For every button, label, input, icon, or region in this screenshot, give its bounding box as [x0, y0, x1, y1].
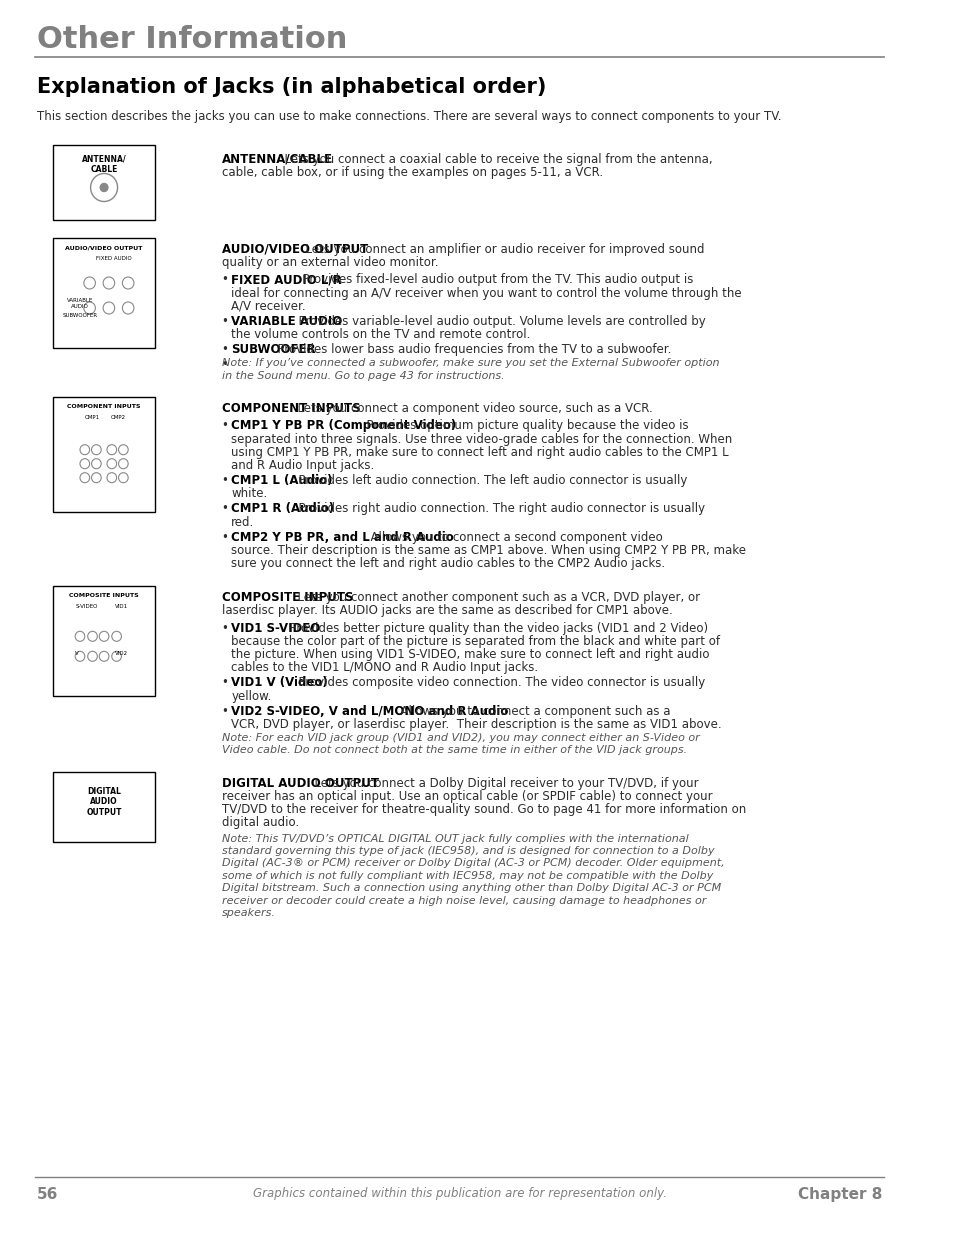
Text: DIGITAL AUDIO OUTPUT: DIGITAL AUDIO OUTPUT	[221, 777, 378, 790]
Text: V: V	[75, 651, 79, 656]
Text: Note: If you’ve connected a subwoofer, make sure you set the External Subwoofer : Note: If you’ve connected a subwoofer, m…	[221, 358, 719, 368]
Text: Provides variable-level audio output. Volume levels are controlled by: Provides variable-level audio output. Vo…	[291, 315, 705, 327]
Text: Provides better picture quality than the video jacks (VID1 and 2 Video): Provides better picture quality than the…	[282, 621, 708, 635]
Bar	[53, 772, 154, 842]
Text: Note: This TV/DVD’s OPTICAL DIGITAL OUT jack fully complies with the internation: Note: This TV/DVD’s OPTICAL DIGITAL OUT …	[221, 834, 688, 844]
Text: ANTENNA/CABLE: ANTENNA/CABLE	[221, 153, 333, 165]
Text: VCR, DVD player, or laserdisc player.  Their description is the same as VID1 abo: VCR, DVD player, or laserdisc player. Th…	[231, 718, 721, 731]
Text: FIXED AUDIO: FIXED AUDIO	[95, 256, 132, 261]
Text: FIXED AUDIO L/R: FIXED AUDIO L/R	[231, 273, 342, 287]
Text: •: •	[221, 343, 229, 356]
Bar	[53, 587, 154, 697]
Text: CMP1: CMP1	[85, 415, 100, 420]
Text: and R Audio Input jacks.: and R Audio Input jacks.	[231, 459, 375, 472]
Text: AUDIO/VIDEO OUTPUT: AUDIO/VIDEO OUTPUT	[66, 245, 143, 249]
Text: COMPONENT INPUTS: COMPONENT INPUTS	[221, 403, 360, 415]
Text: cables to the VID1 L/MONO and R Audio Input jacks.: cables to the VID1 L/MONO and R Audio In…	[231, 661, 537, 674]
Text: A/V receiver.: A/V receiver.	[231, 300, 306, 312]
Text: •: •	[221, 315, 229, 327]
Text: COMPOSITE INPUTS: COMPOSITE INPUTS	[221, 592, 353, 604]
Text: Digital (AC-3® or PCM) receiver or Dolby Digital (AC-3 or PCM) decoder. Older eq: Digital (AC-3® or PCM) receiver or Dolby…	[221, 858, 723, 868]
Text: in the Sound menu. Go to page 43 for instructions.: in the Sound menu. Go to page 43 for ins…	[221, 370, 504, 380]
Text: Note: For each VID jack group (VID1 and VID2), you may connect either an S-Video: Note: For each VID jack group (VID1 and …	[221, 734, 699, 743]
Text: red.: red.	[231, 515, 254, 529]
Text: sure you connect the left and right audio cables to the CMP2 Audio jacks.: sure you connect the left and right audi…	[231, 557, 665, 571]
Text: •: •	[221, 358, 229, 372]
Text: VID1: VID1	[115, 604, 128, 609]
Text: white.: white.	[231, 488, 267, 500]
Text: Lets you connect an amplifier or audio receiver for improved sound: Lets you connect an amplifier or audio r…	[298, 243, 704, 256]
Text: CMP1 Y PB PR (Component Video): CMP1 Y PB PR (Component Video)	[231, 420, 456, 432]
Text: •: •	[221, 474, 229, 487]
Text: AUDIO/VIDEO OUTPUT: AUDIO/VIDEO OUTPUT	[221, 243, 368, 256]
Text: Explanation of Jacks (in alphabetical order): Explanation of Jacks (in alphabetical or…	[36, 77, 545, 98]
Text: SUBWOOFER: SUBWOOFER	[62, 312, 97, 317]
Text: the volume controls on the TV and remote control.: the volume controls on the TV and remote…	[231, 329, 530, 341]
Text: quality or an external video monitor.: quality or an external video monitor.	[221, 256, 437, 269]
Text: •: •	[221, 705, 229, 718]
Text: some of which is not fully compliant with IEC958, may not be compatible with the: some of which is not fully compliant wit…	[221, 871, 712, 881]
Text: the picture. When using VID1 S-VIDEO, make sure to connect left and right audio: the picture. When using VID1 S-VIDEO, ma…	[231, 648, 709, 661]
Text: Allows you to connect a second component video: Allows you to connect a second component…	[363, 531, 662, 543]
Text: VID2 S-VIDEO, V and L/MONO and R Audio: VID2 S-VIDEO, V and L/MONO and R Audio	[231, 705, 508, 718]
Text: •: •	[221, 531, 229, 543]
Text: Provides right audio connection. The right audio connector is usually: Provides right audio connection. The rig…	[291, 503, 704, 515]
Text: Lets you connect a coaxial cable to receive the signal from the antenna,: Lets you connect a coaxial cable to rece…	[276, 153, 712, 165]
Text: Provides optimum picture quality because the video is: Provides optimum picture quality because…	[358, 420, 688, 432]
Text: Lets you connect another component such as a VCR, DVD player, or: Lets you connect another component such …	[290, 592, 700, 604]
Text: Lets you connect a component video source, such as a VCR.: Lets you connect a component video sourc…	[290, 403, 652, 415]
Text: •: •	[221, 273, 229, 287]
Text: TV/DVD to the receiver for theatre-quality sound. Go to page 41 for more informa: TV/DVD to the receiver for theatre-quali…	[221, 803, 745, 816]
Text: 56: 56	[36, 1187, 58, 1202]
Text: S-VIDEO: S-VIDEO	[75, 604, 97, 609]
Text: DIGITAL
AUDIO
OUTPUT: DIGITAL AUDIO OUTPUT	[86, 787, 122, 816]
Text: VARIABLE AUDIO: VARIABLE AUDIO	[231, 315, 342, 327]
Text: CMP2 Y PB PR, and L and R Audio: CMP2 Y PB PR, and L and R Audio	[231, 531, 454, 543]
Text: using CMP1 Y PB PR, make sure to connect left and right audio cables to the CMP1: using CMP1 Y PB PR, make sure to connect…	[231, 446, 728, 458]
Bar	[53, 238, 154, 348]
Text: digital audio.: digital audio.	[221, 816, 298, 830]
Text: COMPOSITE INPUTS: COMPOSITE INPUTS	[70, 593, 139, 598]
Text: Provides composite video connection. The video connector is usually: Provides composite video connection. The…	[291, 677, 704, 689]
Text: ANTENNA/
CABLE: ANTENNA/ CABLE	[82, 156, 126, 174]
Text: VID2: VID2	[115, 651, 128, 656]
Text: •: •	[221, 503, 229, 515]
Text: Other Information: Other Information	[36, 25, 347, 54]
Text: SUBWOOFER: SUBWOOFER	[231, 343, 315, 356]
Text: CMP1 L (Audio): CMP1 L (Audio)	[231, 474, 333, 487]
Text: Provides lower bass audio frequencies from the TV to a subwoofer.: Provides lower bass audio frequencies fr…	[270, 343, 670, 356]
Text: Video cable. Do not connect both at the same time in either of the VID jack grou: Video cable. Do not connect both at the …	[221, 746, 686, 756]
Text: because the color part of the picture is separated from the black and white part: because the color part of the picture is…	[231, 635, 720, 648]
Text: separated into three signals. Use three video-grade cables for the connection. W: separated into three signals. Use three …	[231, 432, 732, 446]
Text: VID1 V (Video): VID1 V (Video)	[231, 677, 328, 689]
Text: COMPONENT INPUTS: COMPONENT INPUTS	[68, 404, 141, 409]
Text: •: •	[221, 621, 229, 635]
Text: Allows you to connect a component such as a: Allows you to connect a component such a…	[393, 705, 670, 718]
Text: Lets you connect a Dolby Digital receiver to your TV/DVD, if your: Lets you connect a Dolby Digital receive…	[307, 777, 698, 790]
Text: receiver or decoder could create a high noise level, causing damage to headphone: receiver or decoder could create a high …	[221, 895, 705, 905]
Circle shape	[100, 184, 108, 191]
Text: laserdisc player. Its AUDIO jacks are the same as described for CMP1 above.: laserdisc player. Its AUDIO jacks are th…	[221, 604, 672, 618]
Text: This section describes the jacks you can use to make connections. There are seve: This section describes the jacks you can…	[36, 110, 781, 124]
Text: cable, cable box, or if using the examples on pages 5-11, a VCR.: cable, cable box, or if using the exampl…	[221, 167, 602, 179]
Bar	[53, 398, 154, 513]
Text: speakers.: speakers.	[221, 908, 275, 918]
Text: source. Their description is the same as CMP1 above. When using CMP2 Y PB PR, ma: source. Their description is the same as…	[231, 543, 745, 557]
Text: yellow.: yellow.	[231, 689, 272, 703]
Text: VID1 S-VIDEO: VID1 S-VIDEO	[231, 621, 320, 635]
Text: CMP2: CMP2	[111, 415, 126, 420]
Bar	[53, 144, 154, 220]
Text: Provides left audio connection. The left audio connector is usually: Provides left audio connection. The left…	[291, 474, 686, 487]
Text: Graphics contained within this publication are for representation only.: Graphics contained within this publicati…	[253, 1187, 666, 1200]
Text: •: •	[221, 677, 229, 689]
Text: Provides fixed-level audio output from the TV. This audio output is: Provides fixed-level audio output from t…	[294, 273, 693, 287]
Text: Digital bitstream. Such a connection using anything other than Dolby Digital AC-: Digital bitstream. Such a connection usi…	[221, 883, 720, 893]
Text: •: •	[221, 420, 229, 432]
Text: VARIABLE
AUDIO: VARIABLE AUDIO	[67, 298, 93, 309]
Text: receiver has an optical input. Use an optical cable (or SPDIF cable) to connect : receiver has an optical input. Use an op…	[221, 790, 712, 803]
Text: Chapter 8: Chapter 8	[798, 1187, 882, 1202]
Text: CMP1 R (Audio): CMP1 R (Audio)	[231, 503, 335, 515]
Text: ideal for connecting an A/V receiver when you want to control the volume through: ideal for connecting an A/V receiver whe…	[231, 287, 741, 300]
Text: standard governing this type of jack (IEC958), and is designed for connection to: standard governing this type of jack (IE…	[221, 846, 714, 856]
